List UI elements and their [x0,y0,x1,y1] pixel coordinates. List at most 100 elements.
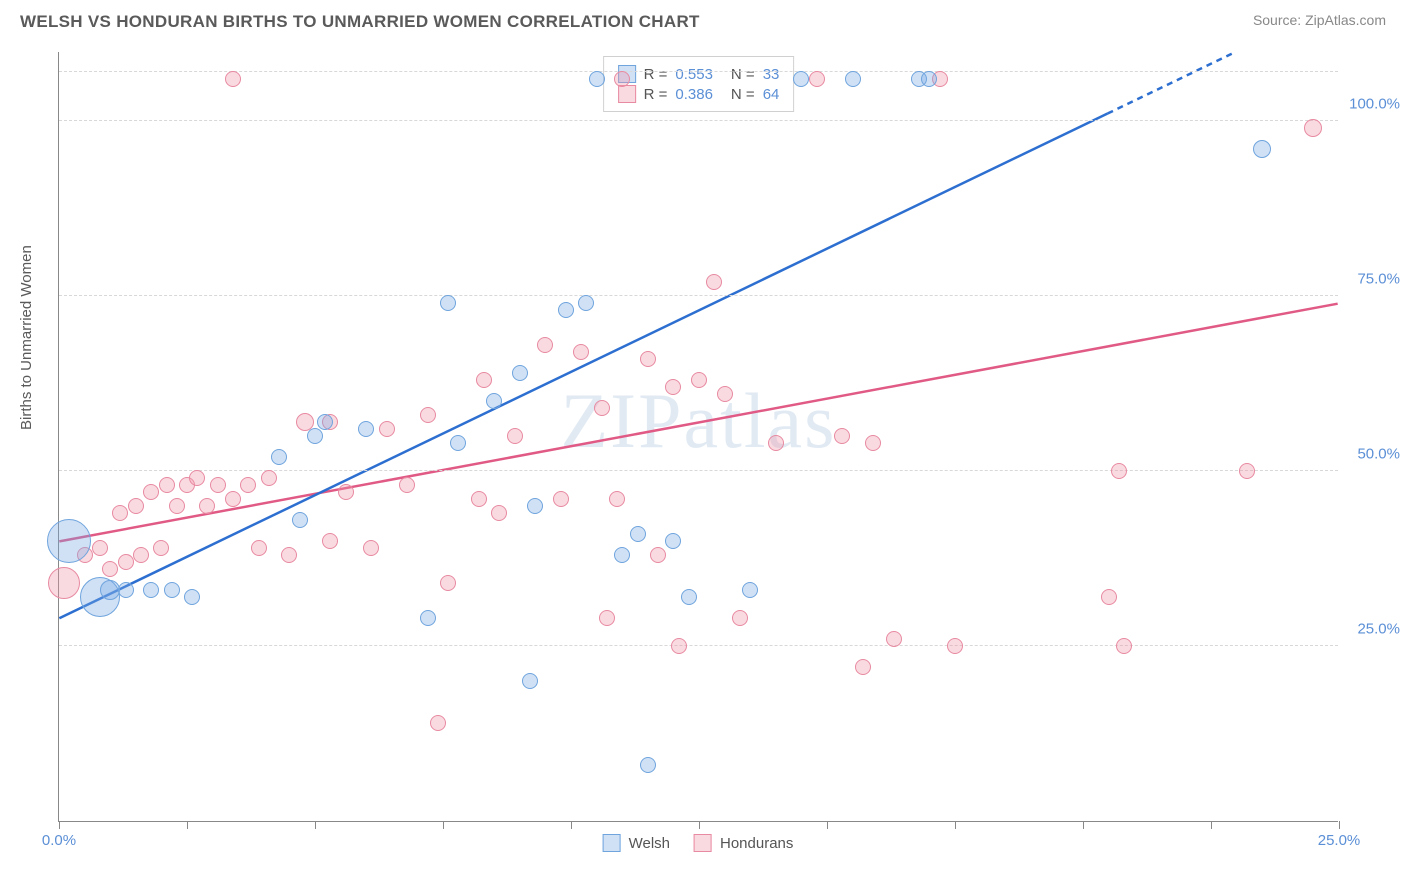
scatter-point-b[interactable] [281,547,297,563]
scatter-point-b[interactable] [240,477,256,493]
scatter-point-a[interactable] [1253,140,1271,158]
scatter-point-b[interactable] [420,407,436,423]
scatter-point-a[interactable] [307,428,323,444]
scatter-point-b[interactable] [471,491,487,507]
scatter-point-a[interactable] [614,547,630,563]
scatter-point-a[interactable] [578,295,594,311]
scatter-point-a[interactable] [143,582,159,598]
scatter-point-b[interactable] [210,477,226,493]
scatter-point-a[interactable] [681,589,697,605]
scatter-point-b[interactable] [768,435,784,451]
scatter-point-a[interactable] [450,435,466,451]
scatter-point-b[interactable] [834,428,850,444]
scatter-point-a[interactable] [742,582,758,598]
scatter-point-b[interactable] [476,372,492,388]
legend-swatch-a-icon [603,834,621,852]
scatter-point-a[interactable] [184,589,200,605]
scatter-point-b[interactable] [614,71,630,87]
scatter-point-b[interactable] [732,610,748,626]
stats-row-b: R = 0.386 N = 64 [618,85,780,103]
scatter-point-b[interactable] [322,533,338,549]
scatter-point-b[interactable] [92,540,108,556]
scatter-point-b[interactable] [261,470,277,486]
scatter-point-b[interactable] [537,337,553,353]
scatter-point-b[interactable] [169,498,185,514]
scatter-point-b[interactable] [691,372,707,388]
scatter-point-a[interactable] [630,526,646,542]
x-tick [955,821,956,829]
scatter-point-b[interactable] [855,659,871,675]
stats-r-label: R = [644,86,668,103]
scatter-point-b[interactable] [947,638,963,654]
scatter-point-b[interactable] [133,547,149,563]
scatter-point-b[interactable] [650,547,666,563]
scatter-point-a[interactable] [271,449,287,465]
scatter-point-b[interactable] [128,498,144,514]
scatter-point-b[interactable] [717,386,733,402]
scatter-point-b[interactable] [199,498,215,514]
scatter-point-b[interactable] [507,428,523,444]
scatter-point-b[interactable] [159,477,175,493]
scatter-point-b[interactable] [430,715,446,731]
scatter-point-a[interactable] [512,365,528,381]
scatter-point-b[interactable] [225,491,241,507]
scatter-point-a[interactable] [47,519,91,563]
scatter-point-b[interactable] [1239,463,1255,479]
scatter-point-b[interactable] [189,470,205,486]
scatter-point-a[interactable] [558,302,574,318]
scatter-point-b[interactable] [1101,589,1117,605]
scatter-point-a[interactable] [921,71,937,87]
scatter-point-b[interactable] [671,638,687,654]
scatter-point-b[interactable] [399,477,415,493]
scatter-point-a[interactable] [420,610,436,626]
scatter-point-b[interactable] [251,540,267,556]
scatter-point-b[interactable] [48,567,80,599]
scatter-point-b[interactable] [491,505,507,521]
scatter-point-a[interactable] [164,582,180,598]
stats-n-label: N = [731,66,755,83]
scatter-point-b[interactable] [809,71,825,87]
scatter-point-a[interactable] [522,673,538,689]
grid-line-h [59,645,1338,646]
scatter-point-b[interactable] [706,274,722,290]
scatter-point-b[interactable] [363,540,379,556]
scatter-point-b[interactable] [865,435,881,451]
scatter-point-b[interactable] [599,610,615,626]
scatter-point-b[interactable] [143,484,159,500]
scatter-point-b[interactable] [665,379,681,395]
scatter-point-a[interactable] [845,71,861,87]
scatter-point-a[interactable] [665,533,681,549]
scatter-point-a[interactable] [118,582,134,598]
scatter-point-b[interactable] [640,351,656,367]
scatter-point-b[interactable] [886,631,902,647]
scatter-point-b[interactable] [609,491,625,507]
scatter-point-b[interactable] [440,575,456,591]
x-tick [315,821,316,829]
scatter-point-b[interactable] [118,554,134,570]
scatter-point-b[interactable] [225,71,241,87]
scatter-point-a[interactable] [527,498,543,514]
x-tick-label: 0.0% [42,832,76,849]
scatter-point-a[interactable] [486,393,502,409]
scatter-point-a[interactable] [440,295,456,311]
scatter-point-a[interactable] [640,757,656,773]
x-tick [827,821,828,829]
scatter-point-b[interactable] [1304,119,1322,137]
scatter-point-b[interactable] [102,561,118,577]
scatter-point-a[interactable] [292,512,308,528]
scatter-point-b[interactable] [553,491,569,507]
scatter-point-b[interactable] [1116,638,1132,654]
scatter-point-b[interactable] [338,484,354,500]
scatter-point-a[interactable] [358,421,374,437]
watermark: ZIPatlas [561,376,837,466]
scatter-point-a[interactable] [793,71,809,87]
scatter-point-b[interactable] [112,505,128,521]
scatter-point-b[interactable] [594,400,610,416]
scatter-point-b[interactable] [153,540,169,556]
scatter-point-a[interactable] [317,414,333,430]
scatter-point-b[interactable] [573,344,589,360]
scatter-point-b[interactable] [1111,463,1127,479]
scatter-point-b[interactable] [379,421,395,437]
scatter-point-a[interactable] [589,71,605,87]
stats-a-n: 33 [763,66,780,83]
